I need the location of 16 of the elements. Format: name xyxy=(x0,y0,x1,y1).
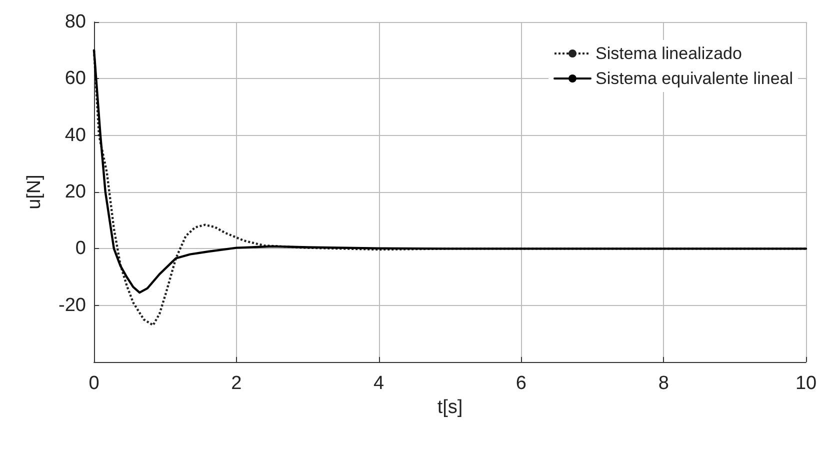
legend-label: Sistema equivalente lineal xyxy=(595,69,794,88)
x-tick-label: 0 xyxy=(88,373,100,394)
x-axis-title: t[s] xyxy=(437,397,463,418)
y-tick-label: 0 xyxy=(75,238,86,260)
x-tick-label: 10 xyxy=(795,373,817,394)
y-tick-label: 80 xyxy=(64,12,86,32)
legend-label: Sistema linealizado xyxy=(595,44,742,63)
y-tick-label: 20 xyxy=(64,182,86,202)
x-tick-label: 6 xyxy=(516,373,526,394)
y-axis-title: u[N] xyxy=(24,174,45,210)
x-tick-label: 8 xyxy=(658,373,669,394)
y-tick-label: 40 xyxy=(64,124,86,146)
y-tick-label: -20 xyxy=(58,294,86,316)
y-tick-label: 60 xyxy=(64,68,86,90)
x-tick-label: 4 xyxy=(374,373,385,394)
x-tick-label: 2 xyxy=(231,373,242,394)
